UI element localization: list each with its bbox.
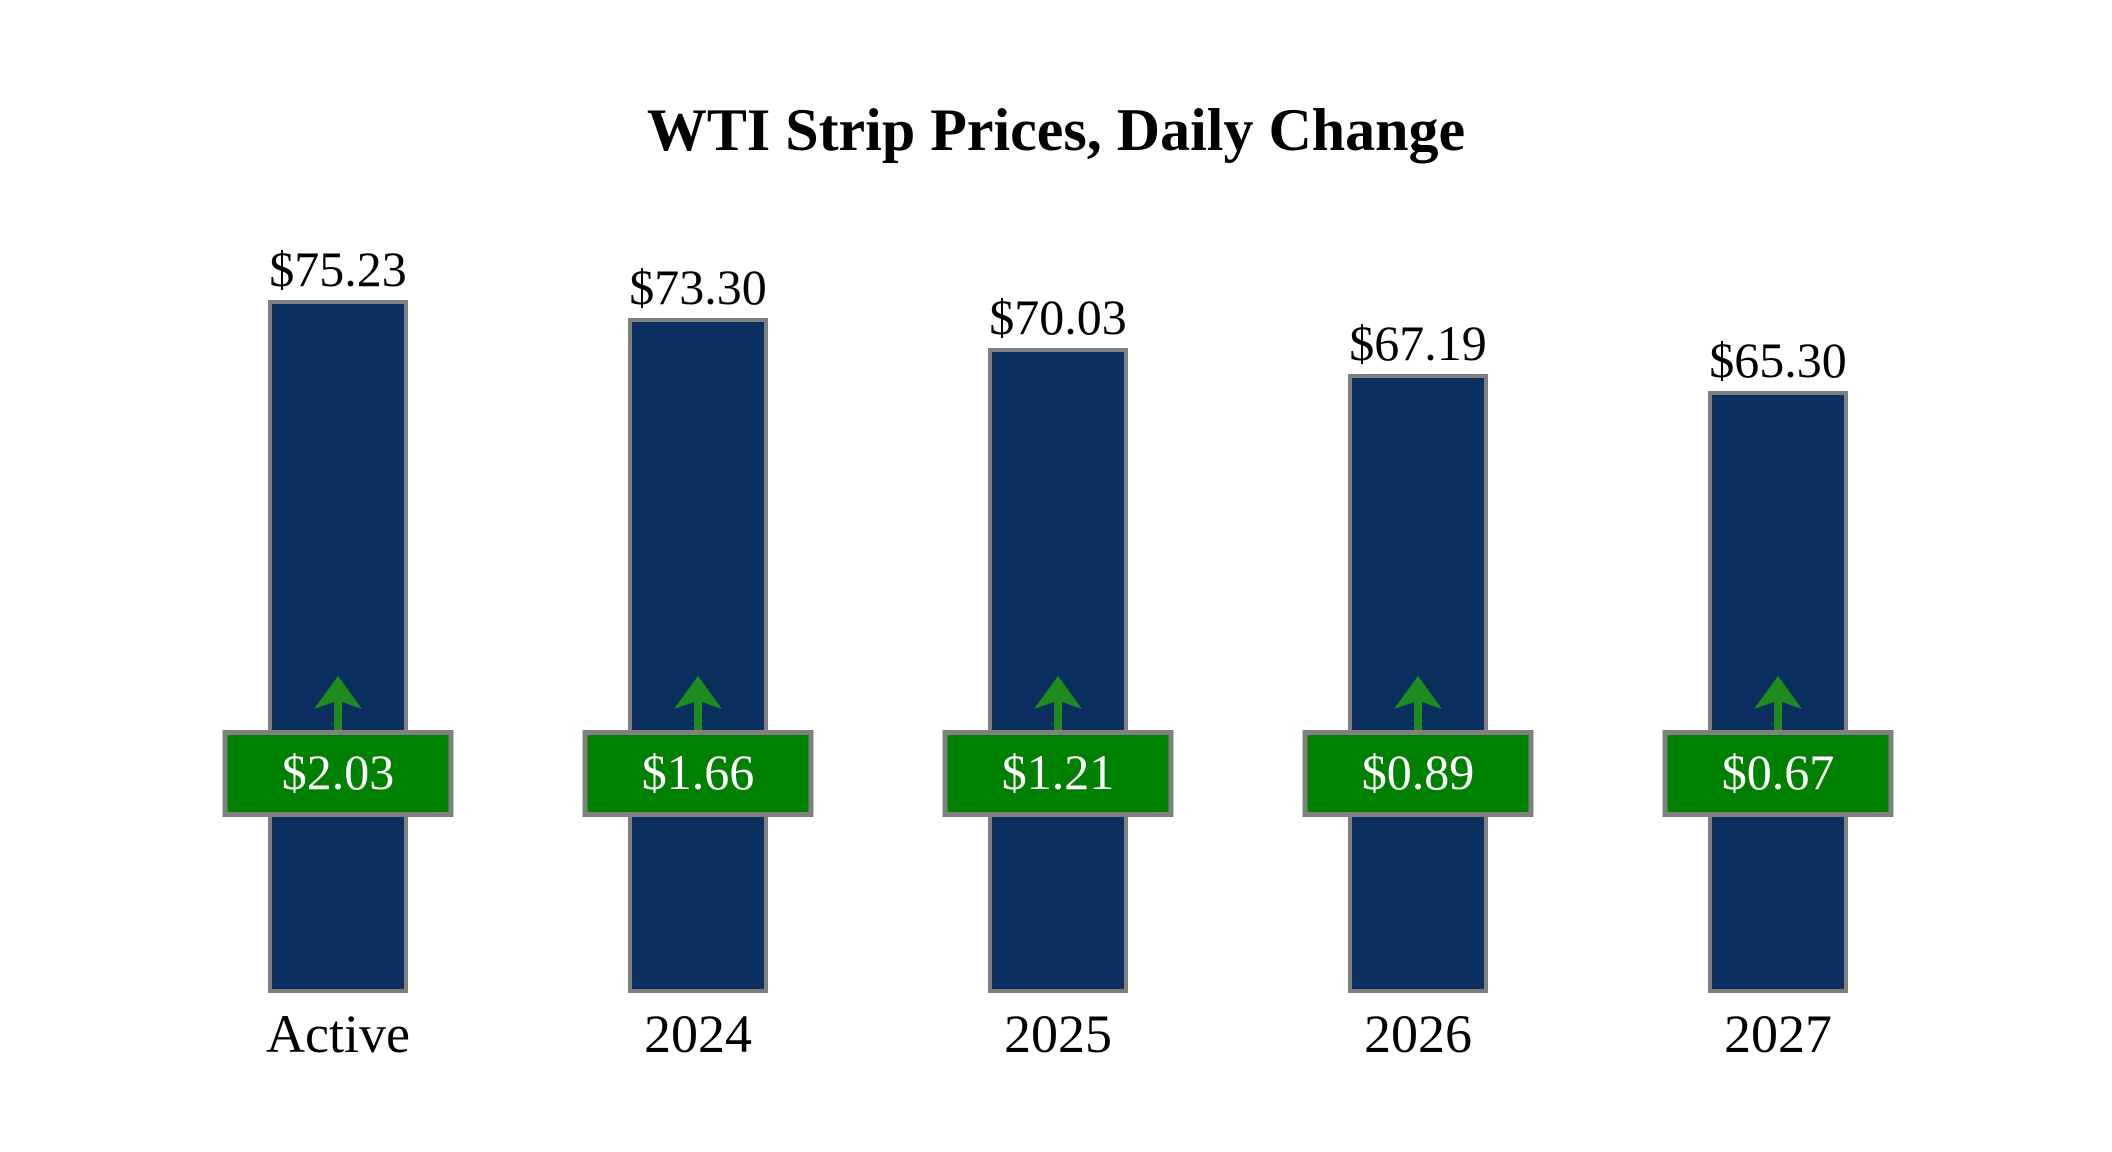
bar-value-label: $73.30 [629,259,767,315]
price-bar [268,300,408,993]
price-bar [988,348,1128,993]
category-label: 2026 [1364,1004,1472,1064]
category-label: 2027 [1724,1004,1832,1064]
category-label: 2024 [644,1004,752,1064]
price-bar [628,318,768,993]
bar-value-label: $75.23 [269,241,407,297]
up-arrow-icon [1394,676,1442,732]
up-arrow-icon [1754,676,1802,732]
daily-change-badge: $0.67 [1662,730,1894,817]
category-label: 2025 [1004,1004,1112,1064]
daily-change-badge: $0.89 [1302,730,1534,817]
up-arrow-icon [674,676,722,732]
bar-value-label: $70.03 [989,289,1127,345]
price-bar [1348,374,1488,993]
chart-title: WTI Strip Prices, Daily Change [646,97,1466,163]
up-arrow-icon [314,676,362,732]
bar-value-label: $67.19 [1349,315,1487,371]
category-label: Active [266,1004,410,1064]
daily-change-badge: $1.66 [582,730,814,817]
up-arrow-icon [1034,676,1082,732]
daily-change-badge: $1.21 [942,730,1174,817]
bar-value-label: $65.30 [1709,332,1847,388]
daily-change-badge: $2.03 [222,730,454,817]
